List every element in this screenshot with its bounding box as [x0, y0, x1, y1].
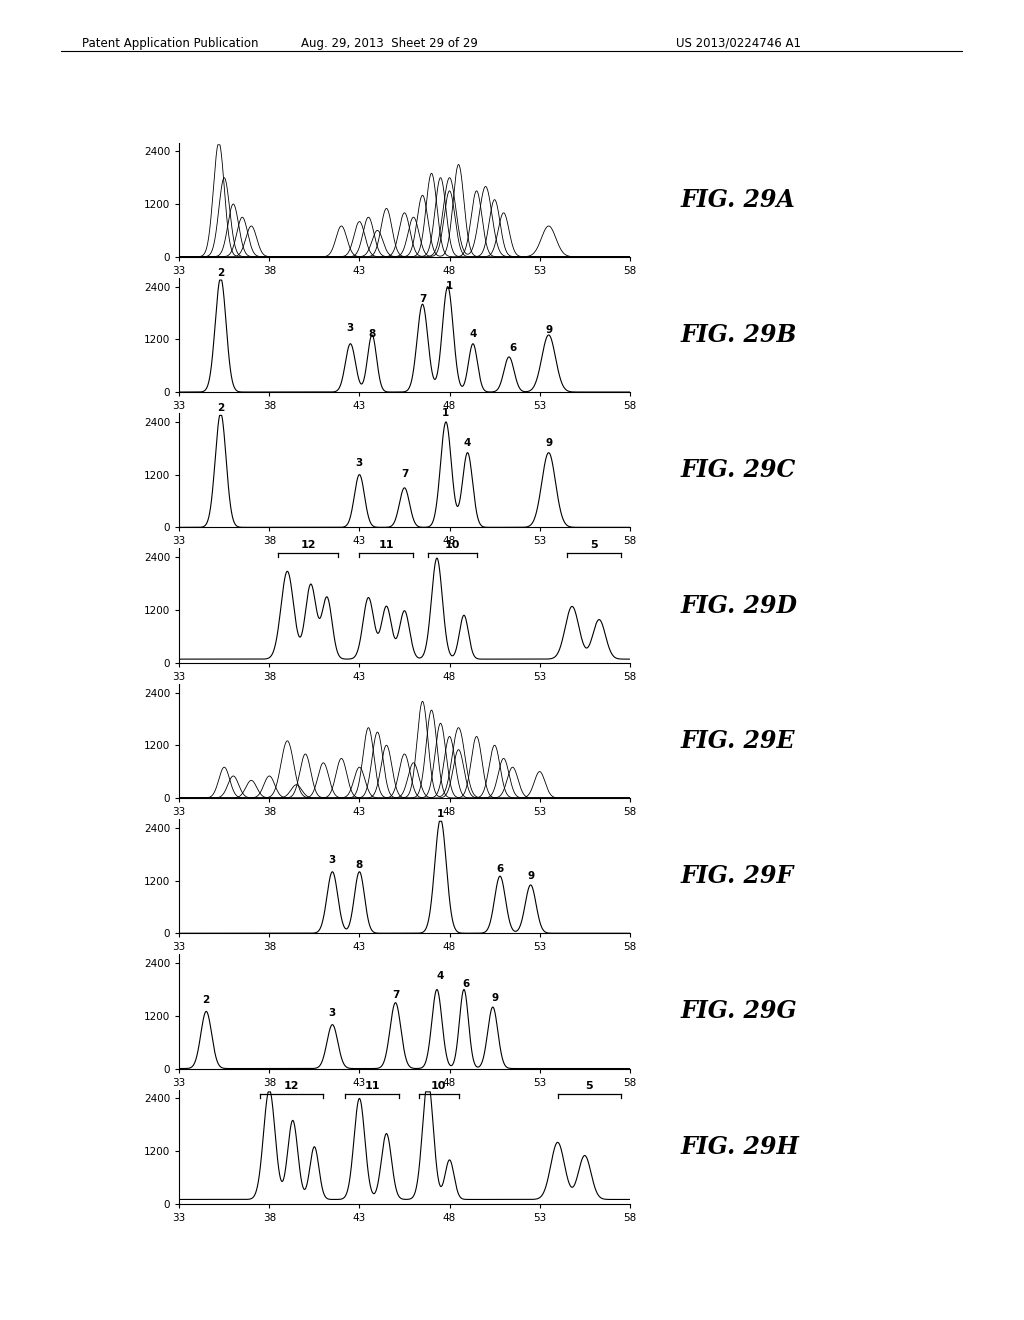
Text: 9: 9	[492, 993, 498, 1003]
Text: 3: 3	[329, 855, 336, 865]
Text: 1: 1	[445, 281, 454, 290]
Text: 9: 9	[545, 325, 552, 335]
Text: 8: 8	[369, 330, 376, 339]
Text: 11: 11	[365, 1081, 380, 1092]
Text: 1: 1	[437, 809, 444, 818]
Text: FIG. 29D: FIG. 29D	[681, 594, 798, 618]
Text: 6: 6	[509, 342, 516, 352]
Text: 2: 2	[203, 995, 210, 1005]
Text: FIG. 29E: FIG. 29E	[681, 729, 796, 752]
Text: 4: 4	[469, 330, 476, 339]
Text: 10: 10	[444, 540, 460, 550]
Text: 7: 7	[392, 990, 399, 1001]
Text: US 2013/0224746 A1: US 2013/0224746 A1	[676, 37, 801, 50]
Text: 12: 12	[300, 540, 315, 550]
Text: 7: 7	[400, 469, 409, 479]
Text: FIG. 29C: FIG. 29C	[681, 458, 797, 482]
Text: 7: 7	[419, 294, 426, 304]
Text: 8: 8	[355, 859, 364, 870]
Text: 4: 4	[464, 438, 471, 449]
Text: 1: 1	[442, 408, 450, 417]
Text: 2: 2	[217, 403, 224, 413]
Text: 9: 9	[527, 871, 535, 880]
Text: FIG. 29G: FIG. 29G	[681, 999, 798, 1023]
Text: FIG. 29F: FIG. 29F	[681, 865, 795, 888]
Text: 3: 3	[329, 1008, 336, 1018]
Text: 5: 5	[590, 540, 598, 550]
Text: 9: 9	[545, 438, 552, 449]
Text: 6: 6	[462, 979, 469, 990]
Text: 12: 12	[284, 1081, 300, 1092]
Text: Patent Application Publication: Patent Application Publication	[82, 37, 258, 50]
Text: 11: 11	[379, 540, 394, 550]
Text: 10: 10	[431, 1081, 446, 1092]
Text: FIG. 29B: FIG. 29B	[681, 323, 798, 347]
Text: 6: 6	[497, 865, 504, 874]
Text: 3: 3	[355, 458, 364, 469]
Text: FIG. 29H: FIG. 29H	[681, 1135, 800, 1159]
Text: 2: 2	[217, 268, 224, 277]
Text: FIG. 29A: FIG. 29A	[681, 187, 796, 211]
Text: 5: 5	[586, 1081, 593, 1092]
Text: 4: 4	[437, 970, 444, 981]
Text: Aug. 29, 2013  Sheet 29 of 29: Aug. 29, 2013 Sheet 29 of 29	[301, 37, 477, 50]
Text: 3: 3	[347, 323, 354, 333]
